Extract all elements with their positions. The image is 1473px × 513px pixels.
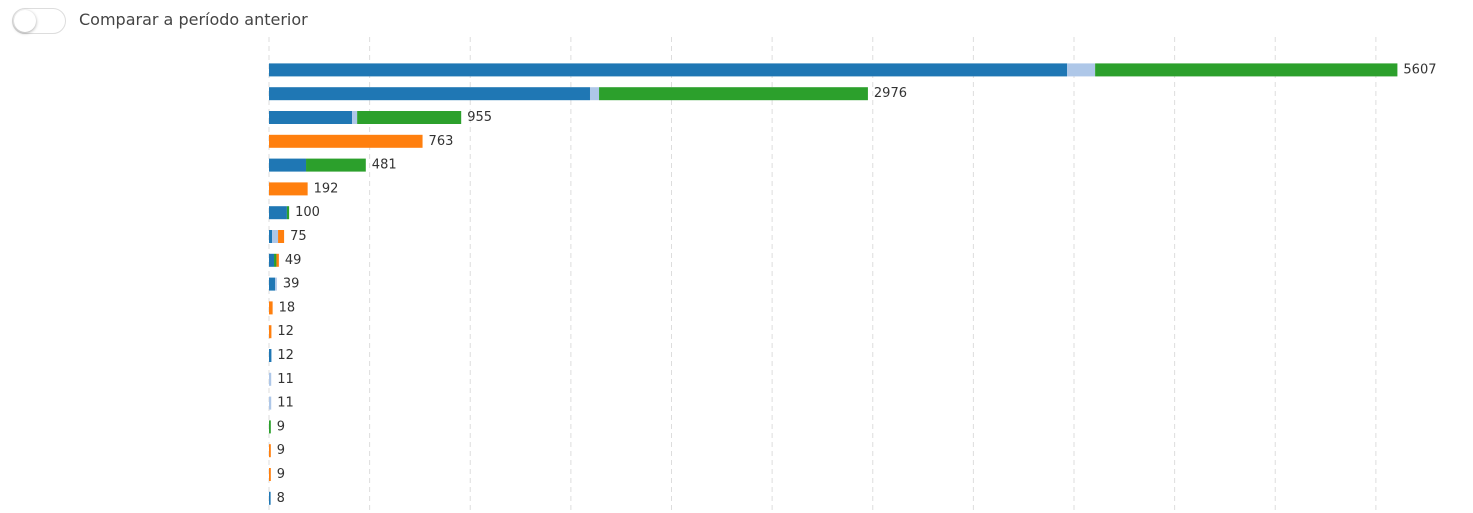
bar-segment [272,230,279,243]
bar-segment [275,277,277,291]
bar-segment [278,230,285,243]
toggle-label[interactable]: Comparar a período anterior [79,10,308,29]
bar-segment [269,468,271,481]
total-label: 11 [277,396,294,411]
bar-segment [352,111,358,124]
toggle-knob [14,10,36,32]
bar-segment [599,87,868,101]
bar-segment [269,134,423,148]
total-label: 192 [314,181,339,196]
total-label: 18 [279,300,296,315]
bar-segment [274,253,277,267]
total-label: 9 [277,419,285,434]
bar-segment [269,253,275,267]
total-label: 9 [277,467,285,482]
total-label: 5607 [1403,62,1436,77]
bar-segment [269,206,287,220]
bar-segment [286,206,290,220]
bar-segment [269,420,271,434]
bar-segment [269,349,272,362]
bar-segment [269,111,353,124]
total-label: 955 [467,110,492,125]
bar-segment [269,87,590,101]
total-label: 8 [277,491,285,506]
bar-segment [269,301,273,315]
total-label: 481 [372,158,397,173]
total-label: 12 [277,324,294,339]
bar-segment [269,444,271,458]
total-label: 12 [277,348,294,363]
total-label: 763 [429,134,454,149]
bar-segment [1067,63,1096,77]
bar-segment [269,182,308,196]
bar-segment [306,158,366,172]
bar-segment [1095,63,1398,77]
bar-segment [269,325,272,339]
bar-segment [269,396,272,410]
bar-segment [357,111,462,124]
total-label: 49 [285,253,302,268]
bar-segment [276,253,279,267]
bar-segment [589,87,600,101]
total-label: 75 [290,229,307,244]
total-label: 100 [295,205,320,220]
total-label: 11 [277,372,294,387]
total-label: 2976 [874,86,907,101]
bar-segment [269,372,272,386]
bar-segment [269,230,273,243]
compare-toggle[interactable] [12,8,66,34]
total-label: 39 [283,277,300,292]
bar-segment [269,158,307,172]
bar-segment [269,491,271,505]
bar-segment [269,63,1068,77]
total-label: 9 [277,443,285,458]
bar-segment [269,277,276,291]
